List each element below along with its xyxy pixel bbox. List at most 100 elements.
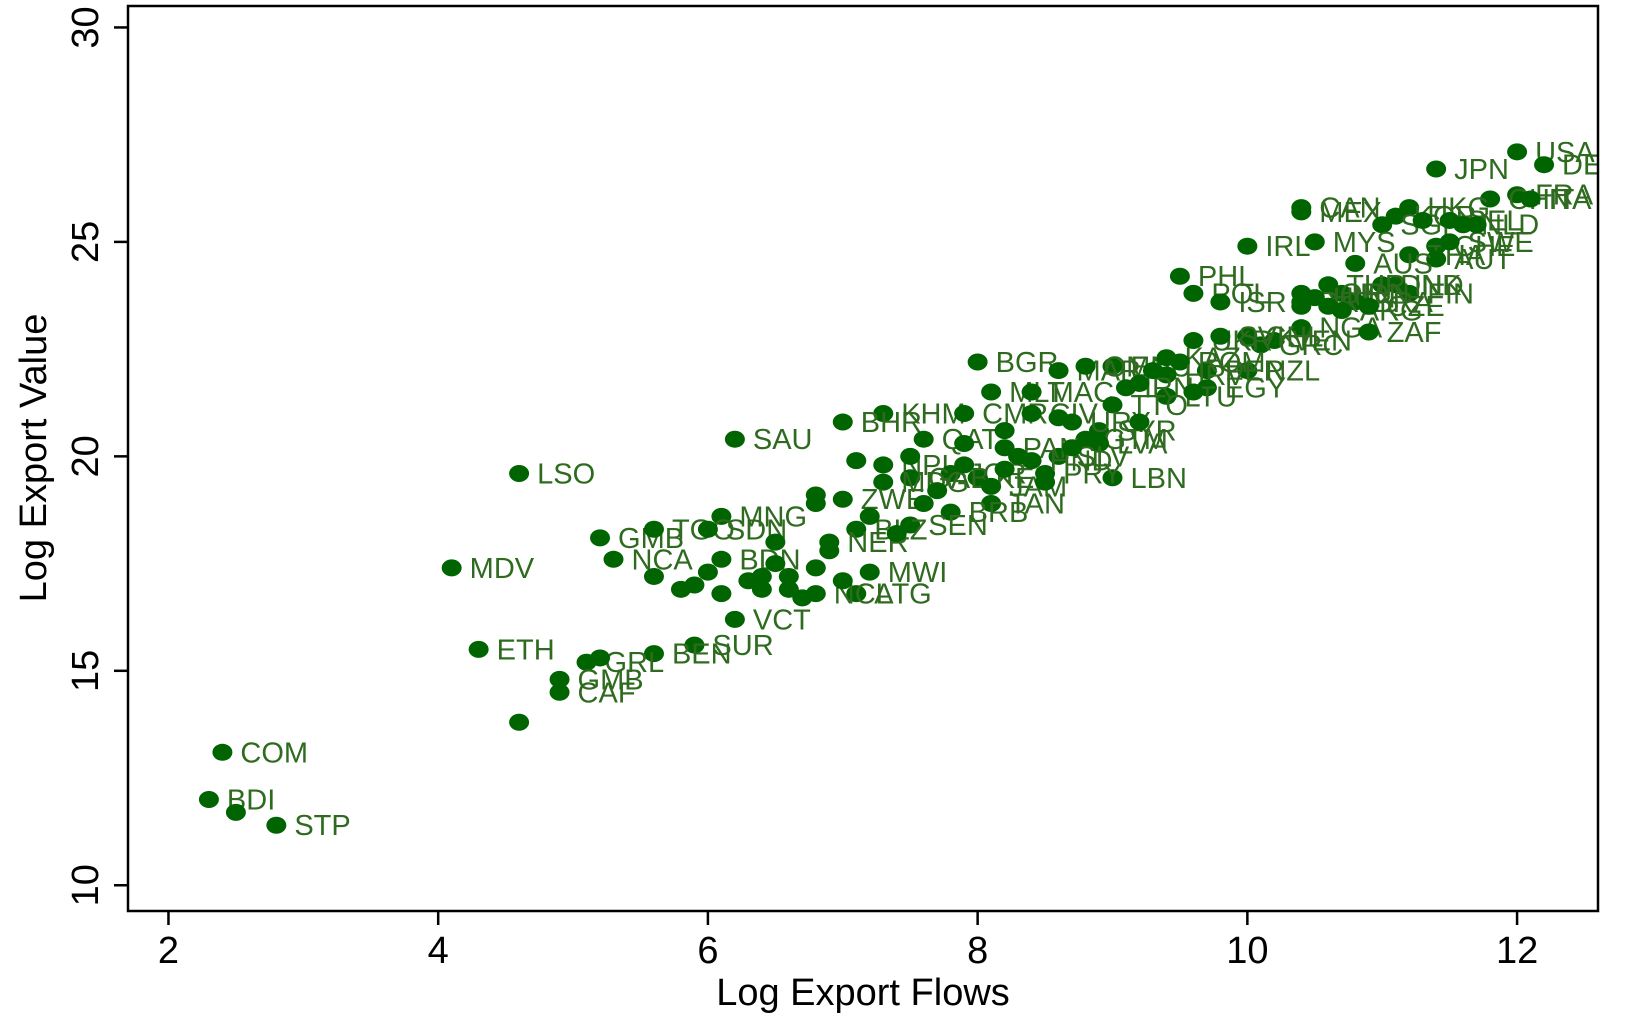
data-point [711,507,732,525]
point-label: LVA [1117,428,1168,460]
x-tick-label: 12 [1496,930,1538,972]
point-label: GRL [605,647,665,679]
point-label: NZL [1265,356,1320,388]
data-point [873,473,894,491]
data-point [778,580,799,598]
data-point [1021,383,1042,401]
point-label: ITA [1549,184,1593,216]
data-point [765,555,786,573]
point-label: SVK [1238,321,1297,353]
data-point [1520,190,1541,208]
data-point [1169,267,1190,285]
data-point [1102,396,1123,414]
data-point [1048,409,1069,427]
data-point [846,452,867,470]
data-point [1210,293,1231,311]
data-point [981,477,1002,495]
data-point [549,683,570,701]
point-label: PER [1225,356,1285,388]
data-point [1102,469,1123,487]
data-point [900,447,921,465]
point-label: MEX [1319,197,1382,229]
data-point [994,460,1015,478]
data-point [1102,357,1123,375]
y-tick-label: 15 [65,650,107,692]
data-point [832,572,853,590]
data-point [886,525,907,543]
data-point [1142,362,1163,380]
data-point [940,503,961,521]
point-label: CHE [1454,231,1515,263]
data-point [1169,353,1190,371]
data-point [805,486,826,504]
data-point [1480,190,1501,208]
data-point [1507,143,1528,161]
data-point [994,422,1015,440]
y-tick-label: 10 [65,864,107,906]
data-point [1291,319,1312,337]
y-tick-label: 25 [65,221,107,263]
data-point [1250,336,1271,354]
data-point [1237,237,1258,255]
data-point [1318,297,1339,315]
data-point [509,465,530,483]
point-label: AUT [1454,244,1512,276]
point-label: ZAF [1387,317,1442,349]
data-point [1048,362,1069,380]
data-point [1399,246,1420,264]
x-axis-title: Log Export Flows [716,972,1010,1014]
data-points: USADEUJPNFRACHNITACANHKGMEXKORSGPNLDBELI… [198,137,1623,842]
data-point [1358,323,1379,341]
data-point [684,636,705,654]
y-tick-label: 30 [65,6,107,48]
data-point [1183,332,1204,350]
data-point [643,645,664,663]
data-point [212,743,233,761]
y-axis-title: Log Export Value [13,314,55,603]
data-point [1304,233,1325,251]
data-point [1035,473,1056,491]
data-point [1372,216,1393,234]
point-label: ROM [1198,347,1266,379]
point-group: USADEUJPNFRACHNITACANHKGMEXKORSGPNLDBELI… [198,137,1623,842]
data-point [1210,327,1231,345]
data-point [1534,156,1555,174]
x-tick-label: 2 [158,930,179,972]
data-point [1466,216,1487,234]
data-point [1345,254,1366,272]
x-tick-label: 6 [697,930,718,972]
data-point [1237,362,1258,380]
point-label: ISR [1238,287,1286,319]
data-point [1008,447,1029,465]
data-point [724,610,745,628]
point-label: FRA [1535,180,1594,212]
data-point [590,649,611,667]
data-point [1318,276,1339,294]
point-label: COM [240,737,308,769]
data-point [981,383,1002,401]
point-label: ATG [874,579,931,611]
point-label: MWI [888,557,948,589]
data-point [981,495,1002,513]
point-label: DEU [1562,150,1623,182]
data-point [1439,233,1460,251]
point-label: TAN [1009,489,1065,521]
data-point [1412,211,1433,229]
data-point [832,490,853,508]
data-point [954,404,975,422]
data-point [805,559,826,577]
point-label: AUS [1373,248,1433,280]
point-label: LBN [1130,463,1186,495]
point-label: BRA [1373,287,1433,319]
data-point [954,434,975,452]
data-point [873,404,894,422]
data-point [1129,374,1150,392]
point-label: VEN [1292,326,1352,358]
point-label: BRB [969,497,1029,529]
data-point [954,456,975,474]
point-label: MNG [739,501,807,533]
data-point [751,580,772,598]
data-point [1439,211,1460,229]
data-point [724,430,745,448]
